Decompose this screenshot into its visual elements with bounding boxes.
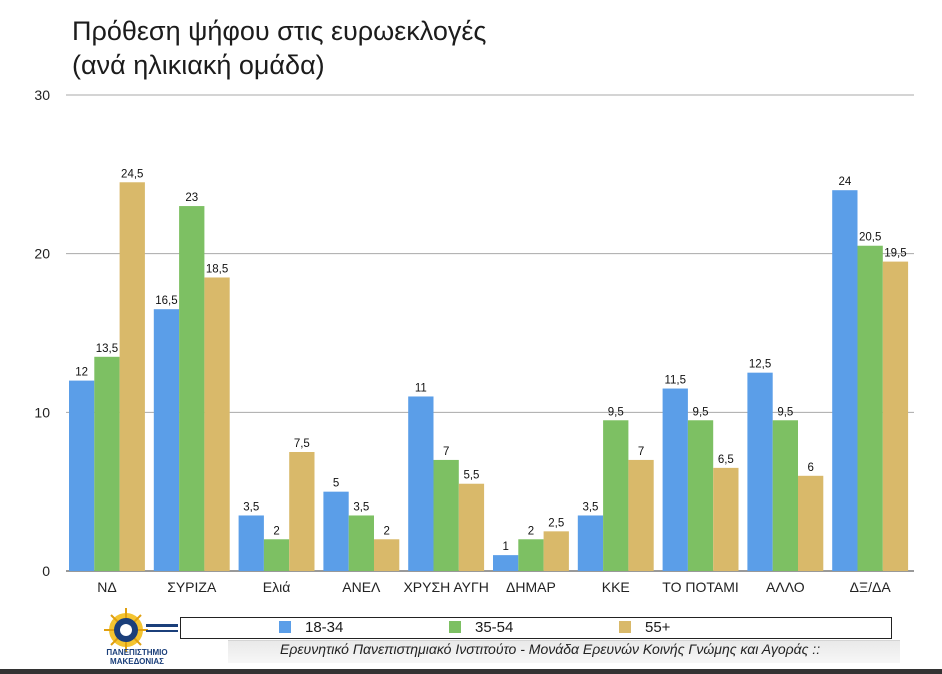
x-tick-label: ΤΟ ΠΟΤΑΜΙ (662, 579, 738, 595)
x-tick-label: Ελιά (263, 579, 291, 595)
bar-18-34-1 (153, 309, 180, 571)
bar-55+-7 (713, 467, 739, 571)
data-label: 11 (415, 382, 427, 394)
bar-55+-9 (882, 261, 909, 571)
data-label: 6,5 (718, 454, 734, 466)
bar-chart: 01020301213,524,5ΝΔ16,52318,5ΣΥΡΙΖΑ3,527… (34, 87, 914, 595)
bottom-strip (0, 669, 942, 674)
legend-item-35-54: 35-54 (449, 619, 513, 637)
data-label: 3,5 (353, 501, 369, 513)
bar-35-54-0 (94, 356, 120, 571)
bar-35-54-9 (857, 245, 883, 571)
bar-18-34-2 (238, 515, 264, 571)
chart-title-line-1: Πρόθεση ψήφου στις ευρωεκλογές (72, 16, 487, 46)
bar-35-54-6 (603, 420, 629, 571)
data-label: 7,5 (294, 438, 310, 450)
legend-swatch-18-34 (279, 621, 291, 633)
logo-text-top: ΠΑΝΕΠΙΣΤΗΜΙΟ (106, 648, 168, 657)
bar-18-34-7 (662, 388, 688, 571)
bar-55+-3 (374, 539, 400, 571)
source-note: Ερευνητικό Πανεπιστημιακό Ινστιτούτο - Μ… (280, 641, 821, 657)
logo-text-bottom: ΜΑΚΕΔΟΝΙΑΣ (110, 657, 164, 666)
data-label: 19,5 (884, 248, 906, 260)
logo-text: ΠΑΝΕΠΙΣΤΗΜΙΟ ΜΑΚΕΔΟΝΙΑΣ (92, 648, 182, 666)
legend-item-18-34: 18-34 (279, 619, 343, 637)
x-tick-label: ΔΗΜΑΡ (506, 579, 556, 595)
bar-55+-0 (119, 182, 145, 571)
x-tick-label: ΔΞ/ΔΑ (850, 579, 892, 595)
data-label: 5,5 (463, 470, 479, 482)
data-label: 6 (807, 462, 813, 474)
bar-35-54-3 (348, 515, 374, 571)
legend-swatch-55-plus (619, 621, 631, 633)
bar-35-54-1 (179, 206, 205, 572)
data-label: 2 (528, 525, 534, 537)
bar-18-34-3 (323, 491, 349, 571)
y-tick-label: 20 (34, 246, 50, 262)
chart-title-line-2: (ανά ηλικιακή ομάδα) (72, 50, 325, 80)
legend-label-35-54: 35-54 (475, 619, 514, 636)
data-label: 13,5 (96, 343, 118, 355)
bar-35-54-8 (772, 420, 798, 571)
bar-18-34-5 (493, 555, 519, 571)
legend-label-55-plus: 55+ (645, 619, 671, 636)
data-label: 7 (638, 446, 644, 458)
chart-title: Πρόθεση ψήφου στις ευρωεκλογές (ανά ηλικ… (72, 14, 486, 82)
bar-55+-6 (628, 459, 654, 571)
y-tick-label: 0 (42, 563, 50, 579)
bar-55+-2 (289, 452, 315, 571)
data-label: 9,5 (693, 406, 709, 418)
data-label: 3,5 (243, 501, 259, 513)
footer-band (228, 640, 900, 663)
x-tick-label: ΧΡΥΣΗ ΑΥΓΗ (403, 579, 488, 595)
data-label: 2 (383, 525, 389, 537)
data-label: 3,5 (582, 501, 598, 513)
data-label: 12 (75, 367, 88, 379)
data-label: 20,5 (859, 232, 881, 244)
legend: 18-34 35-54 55+ (180, 617, 892, 639)
bar-18-34-6 (577, 515, 604, 571)
bar-18-34-8 (747, 372, 773, 571)
data-label: 12,5 (749, 359, 771, 371)
legend-label-18-34: 18-34 (305, 619, 344, 636)
data-label: 23 (185, 192, 198, 204)
bar-55+-1 (204, 277, 230, 571)
x-tick-label: ΝΔ (97, 579, 116, 595)
data-label: 2,5 (548, 517, 564, 529)
bar-55+-4 (458, 483, 485, 571)
university-logo-icon (104, 608, 178, 652)
data-label: 18,5 (206, 263, 228, 275)
data-label: 9,5 (608, 406, 624, 418)
bar-35-54-5 (518, 539, 544, 571)
data-label: 24,5 (121, 168, 143, 180)
data-label: 5 (333, 478, 339, 490)
bar-35-54-2 (263, 539, 290, 571)
bar-55+-8 (798, 475, 824, 571)
bar-18-34-4 (408, 396, 434, 571)
bar-35-54-7 (687, 420, 714, 571)
data-label: 2 (273, 525, 279, 537)
data-label: 7 (443, 446, 449, 458)
data-label: 24 (838, 176, 851, 188)
legend-swatch-35-54 (449, 621, 461, 633)
data-label: 16,5 (155, 295, 177, 307)
bar-55+-5 (543, 531, 569, 571)
data-label: 11,5 (664, 375, 686, 387)
x-tick-label: ΑΛΛΟ (766, 579, 805, 595)
y-tick-label: 30 (34, 87, 50, 103)
x-tick-label: ΚΚΕ (602, 579, 630, 595)
data-label: 9,5 (777, 406, 793, 418)
bar-18-34-9 (832, 190, 858, 571)
x-tick-label: ΣΥΡΙΖΑ (167, 579, 217, 595)
data-label: 1 (502, 541, 508, 553)
y-tick-label: 10 (34, 404, 50, 420)
x-tick-label: ΑΝΕΛ (342, 579, 381, 595)
bar-35-54-4 (433, 459, 459, 571)
bar-18-34-0 (69, 380, 95, 571)
legend-item-55-plus: 55+ (619, 619, 670, 637)
